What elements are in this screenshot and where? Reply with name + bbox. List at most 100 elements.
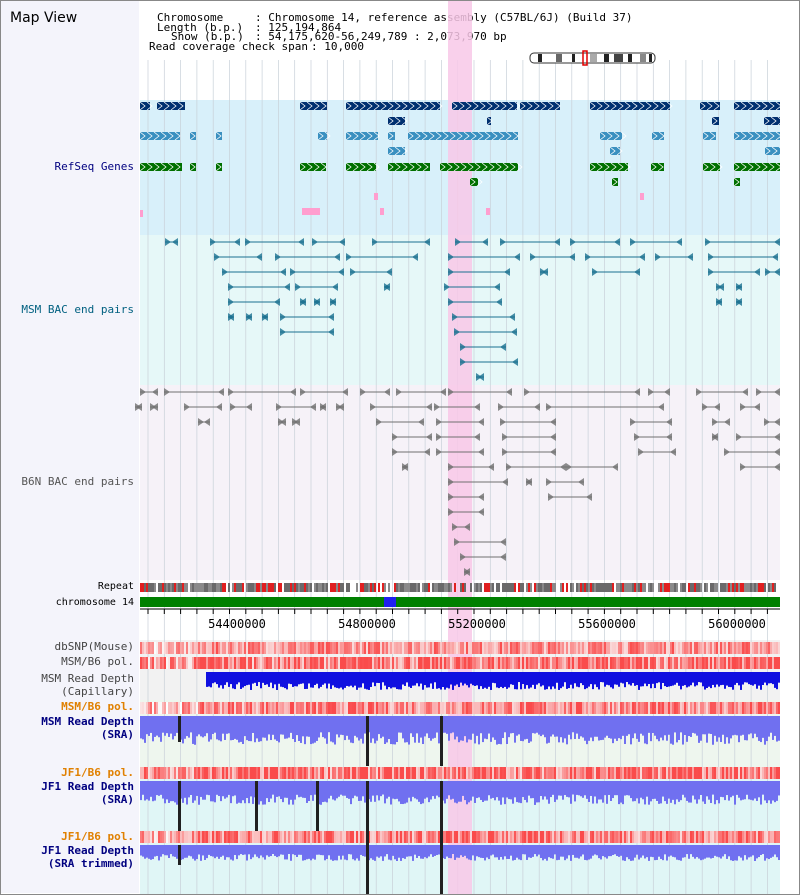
repeat-block — [542, 583, 544, 592]
read-depth-bar — [298, 672, 300, 685]
heat-cell — [170, 831, 172, 843]
read-depth-bar — [248, 672, 250, 685]
read-depth-bar — [714, 781, 716, 805]
heat-cell — [142, 767, 144, 779]
heat-cell — [254, 642, 256, 654]
heat-cell — [302, 831, 304, 843]
read-depth-bar — [240, 845, 242, 855]
read-depth-bar — [714, 672, 716, 688]
msm-bac-pair-end — [228, 283, 234, 291]
heat-cell — [388, 657, 390, 669]
track-label-chromosome[interactable]: chromosome 14 — [55, 597, 134, 608]
read-depth-bar — [452, 781, 454, 799]
track-label-msm-depth-capillary[interactable]: MSM Read Depth — [41, 672, 134, 685]
repeat-block — [626, 583, 628, 592]
heat-cell — [518, 657, 520, 669]
repeat-block — [546, 583, 548, 592]
read-depth-bar — [692, 845, 694, 857]
heat-cell — [742, 767, 744, 779]
heat-cell — [504, 767, 506, 779]
heat-cell — [204, 642, 206, 654]
heat-cell — [680, 831, 682, 843]
heat-cell — [184, 657, 186, 669]
read-depth-bar — [658, 845, 660, 857]
track-label-dbsnp[interactable]: dbSNP(Mouse) — [54, 640, 134, 653]
track-label-jf1-depth-sra[interactable]: JF1 Read Depth — [41, 780, 134, 793]
heat-cell — [468, 831, 470, 843]
read-depth-bar — [288, 845, 290, 855]
track-label-refseq[interactable]: RefSeq Genes — [54, 160, 134, 173]
track-label-jf1-b6-pol-2[interactable]: JF1/B6 pol. — [61, 830, 134, 843]
b6n-bac-pair-end — [276, 403, 282, 411]
heat-cell — [594, 767, 596, 779]
read-depth-bar — [170, 845, 172, 855]
strand-arrow — [631, 101, 638, 111]
read-depth-bar — [406, 716, 408, 743]
read-depth-bar — [760, 845, 762, 856]
b6n-bac-pair-end — [724, 448, 730, 456]
heat-cell — [404, 702, 406, 714]
heat-cell — [430, 767, 432, 779]
heat-cell — [352, 642, 354, 654]
repeat-block — [436, 583, 438, 592]
heat-cell — [762, 657, 764, 669]
heat-cell — [720, 657, 722, 669]
track-label-b6n-bac[interactable]: B6N BAC end pairs — [21, 475, 134, 488]
track-label-jf1-b6-pol-1[interactable]: JF1/B6 pol. — [61, 766, 134, 779]
msm-bac-pair-end — [339, 238, 345, 246]
read-depth-bar — [540, 716, 542, 737]
repeat-block — [218, 583, 220, 592]
track-label-jf1-depth-trimmed[interactable]: JF1 Read Depth — [41, 844, 134, 857]
heat-cell — [662, 702, 664, 714]
heat-cell — [706, 657, 708, 669]
strand-arrow — [299, 101, 306, 111]
read-depth-bar — [294, 781, 296, 800]
b6n-bac-pair-end — [488, 463, 494, 471]
heat-cell — [240, 642, 242, 654]
heat-cell — [534, 767, 536, 779]
heat-cell — [776, 767, 778, 779]
read-depth-bar — [382, 716, 384, 737]
heat-cell — [652, 767, 654, 779]
track-label-msm-b6-pol-1[interactable]: MSM/B6 pol. — [61, 655, 134, 668]
heat-cell — [330, 831, 332, 843]
heat-cell — [710, 767, 712, 779]
read-depth-bar — [744, 672, 746, 683]
read-depth-bar — [638, 781, 640, 804]
position-axis: 54400000 54800000 55200000 55600000 56000000 — [140, 608, 780, 631]
repeat-block — [220, 583, 222, 592]
heat-cell — [182, 767, 184, 779]
read-depth-bar — [482, 672, 484, 689]
heat-cell — [658, 831, 660, 843]
track-label-msm-b6-pol-2[interactable]: MSM/B6 pol. — [61, 700, 134, 713]
heat-cell — [316, 831, 318, 843]
read-depth-bar — [480, 845, 482, 858]
heat-cell — [614, 702, 616, 714]
read-depth-bar — [146, 716, 148, 735]
track-label-msm-bac[interactable]: MSM BAC end pairs — [21, 303, 134, 316]
heat-cell — [382, 642, 384, 654]
strand-arrow — [359, 131, 366, 141]
repeat-block — [262, 583, 264, 592]
repeat-block — [310, 583, 312, 592]
msm-bac-pair-end — [765, 268, 771, 276]
repeat-block — [172, 583, 174, 592]
heat-cell — [640, 831, 642, 843]
repeat-block — [298, 583, 300, 592]
heat-cell — [230, 831, 232, 843]
read-depth-bar — [326, 845, 328, 860]
repeat-block — [522, 583, 524, 592]
track-label-repeat[interactable]: Repeat — [97, 581, 134, 592]
read-depth-bar — [488, 781, 490, 796]
repeat-block — [274, 583, 276, 592]
heat-cell — [410, 767, 412, 779]
read-depth-bar — [200, 716, 202, 737]
read-depth-bar — [498, 781, 500, 801]
track-label-msm-depth-sra[interactable]: MSM Read Depth — [41, 715, 134, 728]
heat-cell — [206, 831, 208, 843]
msm-bac-pair-end — [280, 268, 286, 276]
heat-cell — [178, 831, 180, 843]
msm-bac-pair-end — [530, 253, 536, 261]
heat-cell — [656, 642, 658, 654]
